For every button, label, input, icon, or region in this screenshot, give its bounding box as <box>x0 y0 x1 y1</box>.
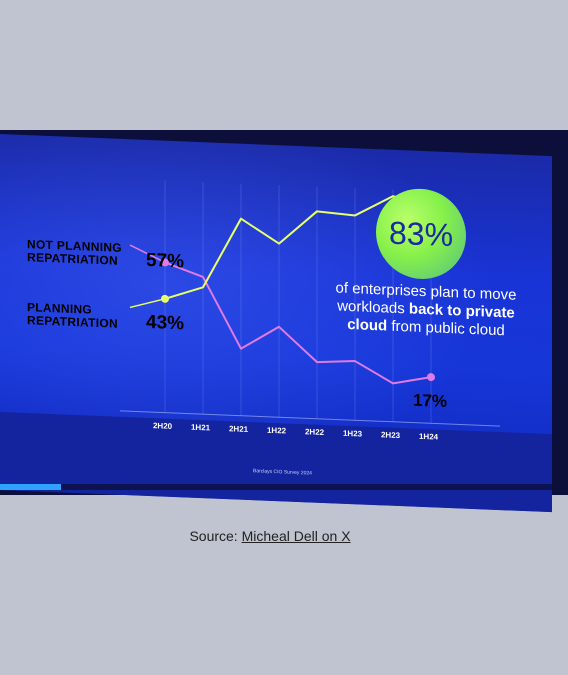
x-tick-label: 1H24 <box>419 432 439 442</box>
x-tick-label: 2H22 <box>305 427 325 437</box>
caption-prefix: Source: <box>189 528 242 544</box>
not-planning-end-value: 17% <box>413 390 448 411</box>
source-caption: Source: Micheal Dell on X <box>0 528 540 544</box>
series-leader-0 <box>129 244 166 264</box>
series-leader-1 <box>129 298 166 309</box>
x-tick-label: 2H20 <box>153 421 173 431</box>
headline-line-3-bold: cloud <box>347 315 388 335</box>
series-line-planning <box>164 195 432 300</box>
headline-line-2-prefix: workloads <box>337 297 409 318</box>
slide-progress-fill <box>0 484 61 490</box>
x-tick-label: 1H23 <box>343 429 363 439</box>
slide-headline: of enterprises plan to move workloads ba… <box>315 279 537 342</box>
slide-progress-track <box>0 484 552 490</box>
series-start-point <box>161 294 169 303</box>
x-tick-label: 1H21 <box>191 423 211 433</box>
planning-end-value: 83% <box>388 214 454 253</box>
series-label-not-planning: NOT PLANNING REPATRIATION <box>27 237 122 268</box>
presentation-slide: 2H20 1H21 2H21 1H22 2H22 1H23 2H23 1H24 NOT PLA… <box>0 134 552 513</box>
source-link[interactable]: Micheal Dell on X <box>241 528 351 544</box>
repatriation-line-chart: 2H20 1H21 2H21 1H22 2H22 1H23 2H23 1H24 <box>120 180 500 442</box>
series-end-point <box>427 373 435 382</box>
presentation-screen-frame: 2H20 1H21 2H21 1H22 2H22 1H23 2H23 1H24 NOT PLA… <box>0 130 568 513</box>
x-tick-label: 2H23 <box>381 430 401 440</box>
x-tick-label: 2H21 <box>229 424 249 434</box>
series-line-not-planning <box>164 261 432 385</box>
x-tick-label: 1H22 <box>267 426 287 436</box>
series-label-planning: PLANNING REPATRIATION <box>27 300 118 331</box>
series-start-point <box>161 258 169 267</box>
planning-start-value: 43% <box>146 311 185 335</box>
x-axis-line <box>120 410 500 427</box>
headline-line-3-rest: from public cloud <box>387 317 505 340</box>
not-planning-start-value: 57% <box>146 249 185 273</box>
